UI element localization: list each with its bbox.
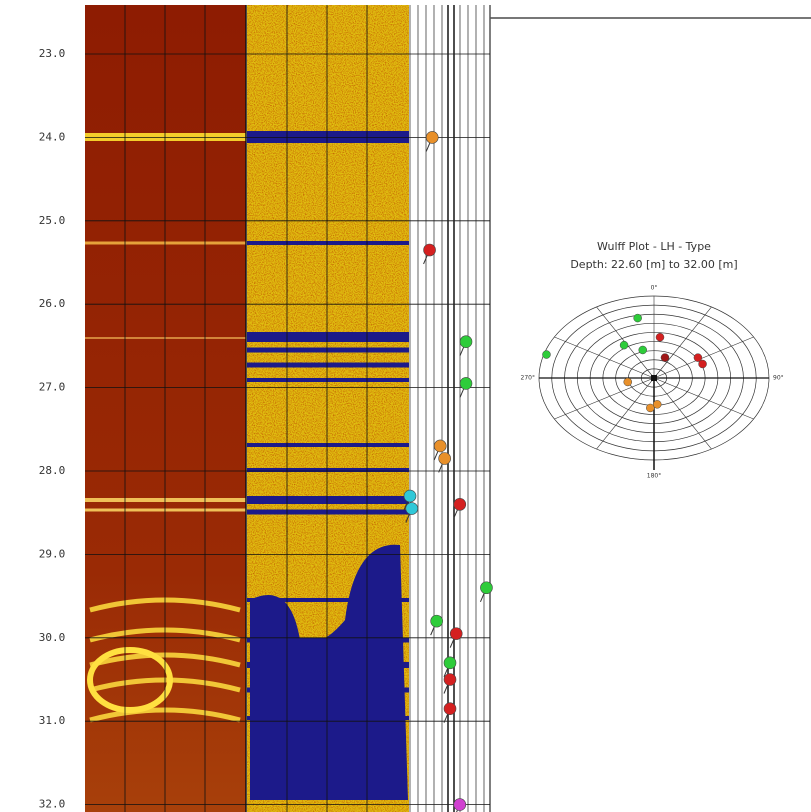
image-band	[85, 242, 246, 245]
image-band	[247, 496, 409, 504]
depth-label: 28.0	[39, 464, 66, 477]
depth-label: 25.0	[39, 214, 66, 227]
tadpole	[434, 440, 446, 452]
depth-label: 23.0	[39, 47, 66, 60]
wulff-pole	[653, 400, 661, 408]
depth-label: 24.0	[39, 130, 66, 143]
wulff-center	[651, 375, 657, 381]
depth-label: 29.0	[39, 547, 66, 560]
tadpole	[460, 377, 472, 389]
depth-label: 30.0	[39, 631, 66, 644]
wulff-direction-label: 90°	[773, 375, 784, 382]
depth-label: 27.0	[39, 381, 66, 394]
wulff-pole	[634, 314, 642, 322]
tadpole	[450, 628, 462, 640]
wulff-pole	[699, 360, 707, 368]
image-band	[247, 241, 409, 245]
wulff-pole	[656, 333, 664, 341]
image-band	[247, 443, 409, 447]
tadpole	[454, 498, 466, 510]
image-tracks	[85, 5, 409, 812]
tadpole	[439, 452, 451, 464]
wulff-pole	[639, 346, 647, 354]
wulff-direction-label: 270°	[521, 375, 535, 382]
tadpole	[431, 615, 443, 627]
tadpole	[460, 336, 472, 348]
wulff-subtitle: Depth: 22.60 [m] to 32.00 [m]	[570, 258, 737, 271]
wulff-direction-label: 0°	[651, 285, 658, 292]
tadpole	[480, 582, 492, 594]
depth-label: 32.0	[39, 798, 66, 811]
wulff-direction-label: 180°	[647, 473, 661, 480]
tadpole	[454, 799, 466, 811]
image-band	[247, 378, 409, 382]
wulff-title: Wulff Plot - LH - Type	[597, 240, 711, 253]
tadpole	[444, 674, 456, 686]
depth-label: 31.0	[39, 714, 66, 727]
tadpole	[404, 490, 416, 502]
image-band	[247, 510, 409, 515]
depth-label: 26.0	[39, 297, 66, 310]
wulff-pole	[620, 341, 628, 349]
wulff-pole	[624, 378, 632, 386]
wulff-pole	[661, 354, 669, 362]
tadpole	[444, 657, 456, 669]
log-view: Wulff Plot - LH - Type Depth: 22.60 [m] …	[0, 0, 811, 812]
image-band	[247, 363, 409, 368]
tadpole	[406, 503, 418, 515]
image-band	[85, 498, 246, 502]
image-band	[247, 348, 409, 353]
image-band	[85, 509, 246, 512]
tadpole	[424, 244, 436, 256]
tadpole	[426, 131, 438, 143]
image-band	[247, 332, 409, 342]
tadpole	[444, 703, 456, 715]
wulff-pole	[542, 351, 550, 359]
image-band	[85, 337, 246, 339]
